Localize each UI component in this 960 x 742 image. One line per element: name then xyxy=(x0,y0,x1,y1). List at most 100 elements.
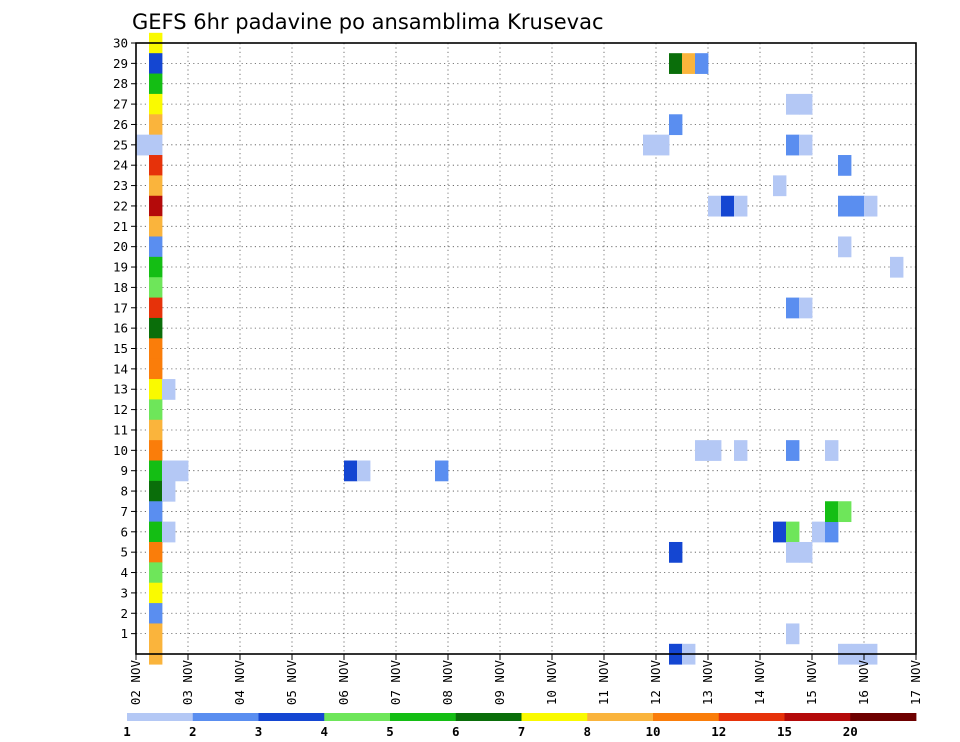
color-legend-swatch xyxy=(718,713,785,721)
heatmap-cell xyxy=(786,297,800,319)
heatmap-cell xyxy=(669,114,683,136)
heatmap-cell xyxy=(812,521,826,543)
heatmap-cell xyxy=(149,358,163,380)
color-legend-label: 5 xyxy=(386,724,394,739)
heatmap-cell xyxy=(695,440,709,461)
y-tick-label: 26 xyxy=(113,117,128,132)
color-legend-label: 15 xyxy=(777,724,792,739)
heatmap-cell xyxy=(773,521,787,543)
heatmap-cell xyxy=(773,175,787,197)
y-tick-label: 11 xyxy=(113,422,128,437)
color-legend-swatch xyxy=(127,713,194,721)
x-tick-label: 03 NOV xyxy=(180,660,195,706)
y-tick-label: 24 xyxy=(113,158,128,173)
heatmap-cell xyxy=(149,562,163,584)
x-tick-label: 16 NOV xyxy=(856,660,871,706)
color-legend-swatch xyxy=(455,713,522,721)
heatmap-cell xyxy=(149,114,163,136)
x-tick-label: 14 NOV xyxy=(752,660,767,706)
y-tick-label: 4 xyxy=(120,565,128,580)
heatmap-cell xyxy=(721,195,735,217)
heatmap-cell xyxy=(734,195,748,217)
color-legend-swatch xyxy=(324,713,391,721)
y-axis: 1234567891011121314151617181920212223242… xyxy=(113,36,136,641)
y-tick-label: 25 xyxy=(113,137,128,152)
heatmap-cell xyxy=(149,155,163,176)
color-legend: 1 2 3 4 5 6 7 8 10 12 15 20 xyxy=(123,713,917,739)
heatmap-cell xyxy=(136,134,150,156)
y-tick-label: 8 xyxy=(120,484,128,499)
color-legend-label: 4 xyxy=(320,724,328,739)
color-legend-label: 3 xyxy=(255,724,263,739)
heatmap-cell xyxy=(799,134,813,156)
heatmap-cell xyxy=(786,93,800,115)
heatmap-cell xyxy=(799,541,813,563)
heatmap-cell xyxy=(786,134,800,156)
heatmap-cell xyxy=(643,134,657,156)
cells xyxy=(136,32,904,665)
heatmap-cell xyxy=(149,440,163,461)
heatmap-cell xyxy=(799,93,813,115)
heatmap-cell xyxy=(149,134,163,156)
heatmap-cell xyxy=(149,603,163,624)
heatmap-cell xyxy=(149,521,163,543)
heatmap-cell xyxy=(838,195,852,217)
x-tick-label: 10 NOV xyxy=(544,660,559,706)
x-tick-label: 13 NOV xyxy=(700,660,715,706)
heatmap-cell xyxy=(357,460,371,482)
heatmap-cell xyxy=(149,541,163,563)
heatmap-cell xyxy=(786,541,800,563)
color-legend-label: 7 xyxy=(518,724,526,739)
heatmap-cell xyxy=(149,338,163,360)
heatmap-cell xyxy=(799,297,813,319)
x-tick-label: 15 NOV xyxy=(804,660,819,706)
y-tick-label: 21 xyxy=(113,219,128,234)
heatmap-cell xyxy=(682,53,696,74)
heatmap-cell xyxy=(851,195,865,217)
x-axis: 02 NOV 03 NOV 04 NOV 05 NOV 06 NOV 07 NOV 08 N… xyxy=(128,654,923,705)
x-tick-label: 09 NOV xyxy=(492,660,507,706)
heatmap-cell xyxy=(149,317,163,339)
color-legend-label: 12 xyxy=(711,724,726,739)
y-tick-label: 23 xyxy=(113,178,128,193)
heatmap-cell xyxy=(838,501,852,523)
y-tick-label: 17 xyxy=(113,300,128,315)
heatmap-cell xyxy=(149,297,163,319)
heatmap-cell xyxy=(786,623,800,645)
y-tick-label: 12 xyxy=(113,402,128,417)
color-legend-swatch xyxy=(653,713,720,721)
heatmap-cell xyxy=(149,623,163,645)
heatmap-cell xyxy=(162,460,176,482)
y-tick-label: 29 xyxy=(113,56,128,71)
color-legend-swatch xyxy=(784,713,851,721)
y-tick-label: 9 xyxy=(120,463,128,478)
x-tick-label: 12 NOV xyxy=(648,660,663,706)
chart-title: GEFS 6hr padavine po ansamblima Krusevac xyxy=(132,10,604,34)
y-tick-label: 18 xyxy=(113,280,128,295)
y-tick-label: 15 xyxy=(113,341,128,356)
heatmap-cell xyxy=(162,379,176,400)
heatmap-cell xyxy=(825,521,839,543)
color-legend-swatch xyxy=(390,713,457,721)
heatmap-cell xyxy=(695,53,709,74)
heatmap-cell xyxy=(149,256,163,278)
heatmap-cell xyxy=(786,521,800,543)
y-tick-label: 13 xyxy=(113,382,128,397)
color-legend-label: 1 xyxy=(123,724,131,739)
heatmap-cell xyxy=(149,501,163,523)
y-tick-label: 1 xyxy=(120,626,128,641)
heatmap-cell xyxy=(149,53,163,74)
heatmap-cell xyxy=(669,541,683,563)
heatmap-cell xyxy=(149,93,163,115)
heatmap-cell xyxy=(656,134,670,156)
heatmap-cell xyxy=(162,480,176,502)
color-legend-label: 20 xyxy=(843,724,858,739)
heatmap-cell xyxy=(838,236,852,258)
heatmap-cell xyxy=(669,53,683,74)
heatmap-cell xyxy=(435,460,449,482)
heatmap-cell xyxy=(149,399,163,421)
y-tick-label: 6 xyxy=(120,524,128,539)
y-tick-label: 30 xyxy=(113,36,128,51)
heatmap-cell xyxy=(175,460,189,482)
heatmap-cell xyxy=(149,379,163,400)
